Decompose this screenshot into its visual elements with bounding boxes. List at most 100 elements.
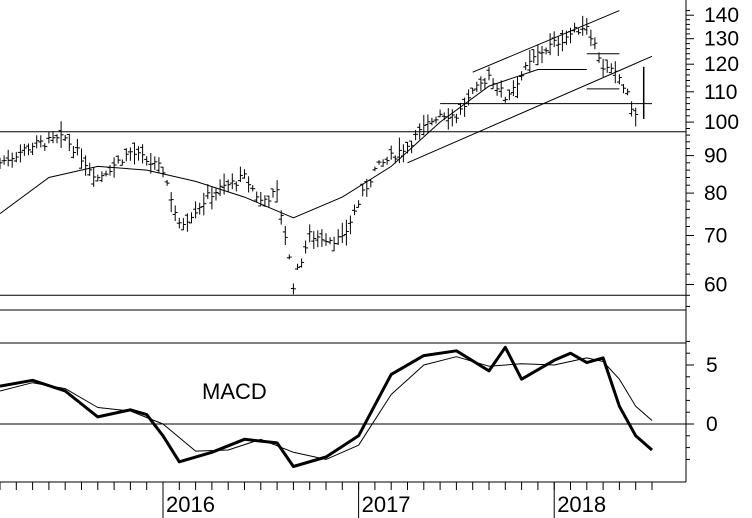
ohlc-bar-8 <box>30 142 36 155</box>
ohlc-bar-42 <box>168 192 174 213</box>
ohlc-bar-43 <box>172 205 178 222</box>
price-tick-label-60: 60 <box>704 274 727 297</box>
ohlc-bar-3 <box>9 152 15 168</box>
ohlc-bar-50 <box>201 192 207 216</box>
ohlc-bar-66 <box>266 195 272 208</box>
ohlc-bar-30 <box>119 159 125 166</box>
ohlc-bar-101 <box>409 140 415 154</box>
ohlc-bar-111 <box>449 109 455 127</box>
price-tick-label-90: 90 <box>704 145 727 168</box>
ohlc-bar-105 <box>425 114 431 133</box>
ohlc-bar-1 <box>1 155 7 165</box>
ohlc-bar-19 <box>74 138 80 156</box>
ohlc-bar-24 <box>95 174 101 182</box>
ohlc-bar-15 <box>58 121 64 148</box>
ohlc-bar-5 <box>17 144 23 163</box>
ohlc-bar-88 <box>356 200 362 208</box>
macd-series-signal <box>0 356 653 460</box>
ohlc-bar-125 <box>506 89 512 101</box>
price-panel <box>0 10 686 296</box>
ohlc-bar-79 <box>319 229 325 247</box>
ohlc-bar-23 <box>91 167 97 187</box>
ohlc-bar-46 <box>184 213 190 232</box>
ohlc-bar-60 <box>242 169 247 179</box>
trendline-0 <box>407 55 653 164</box>
ohlc-bar-14 <box>54 134 60 144</box>
ohlc-bar-39 <box>156 157 162 173</box>
year-label-2017: 2017 <box>362 492 411 517</box>
ohlc-bar-35 <box>140 144 146 164</box>
ohlc-bar-86 <box>347 215 353 235</box>
ohlc-bar-73 <box>295 263 300 270</box>
ohlc-bar-131 <box>531 49 537 63</box>
ohlc-bar-132 <box>535 44 541 66</box>
ohlc-bar-138 <box>559 30 565 52</box>
ohlc-bar-108 <box>437 109 443 118</box>
ohlc-bar-20 <box>79 148 84 169</box>
ohlc-bar-12 <box>46 132 52 144</box>
ohlc-bar-59 <box>237 166 243 182</box>
ohlc-bar-7 <box>26 143 31 156</box>
price-tick-label-110: 110 <box>704 81 737 104</box>
ohlc-bar-117 <box>474 81 480 92</box>
ohlc-bar-75 <box>303 240 309 254</box>
ohlc-bar-150 <box>608 63 614 74</box>
ohlc-bar-103 <box>417 123 423 140</box>
ohlc-bar-77 <box>311 231 317 249</box>
ohlc-bar-70 <box>282 226 288 245</box>
ohlc-bar-22 <box>87 162 93 176</box>
ohlc-bar-95 <box>384 156 390 165</box>
ohlc-bar-38 <box>152 156 158 170</box>
ohlc-bar-84 <box>339 222 345 244</box>
ohlc-bar-67 <box>270 188 276 198</box>
ohlc-bar-9 <box>34 135 40 149</box>
ohlc-bar-40 <box>160 166 166 178</box>
ohlc-bar-142 <box>576 28 582 35</box>
ohlc-bar-92 <box>372 166 378 172</box>
ohlc-bar-6 <box>21 143 27 156</box>
ohlc-bar-96 <box>388 145 394 160</box>
ohlc-bar-11 <box>42 143 48 151</box>
ohlc-bar-10 <box>38 135 44 148</box>
ohlc-bar-54 <box>217 179 223 196</box>
ohlc-bar-48 <box>193 201 199 219</box>
ohlc-bar-121 <box>490 78 496 90</box>
ohlc-bar-119 <box>482 77 488 89</box>
ohlc-bar-16 <box>62 134 68 141</box>
ohlc-bar-55 <box>221 173 227 195</box>
ohlc-bar-106 <box>429 117 435 126</box>
ohlc-bar-149 <box>604 59 610 73</box>
ohlc-bar-72 <box>290 283 296 295</box>
moving-average-line <box>0 69 587 219</box>
ohlc-bar-41 <box>164 179 170 186</box>
ohlc-bar-18 <box>70 146 76 159</box>
macd-tick-label-5: 5 <box>706 354 718 377</box>
ohlc-bar-146 <box>592 37 598 50</box>
ohlc-bar-74 <box>299 258 305 268</box>
ohlc-bar-29 <box>115 155 121 164</box>
ohlc-bar-33 <box>132 142 137 165</box>
ohlc-bar-31 <box>123 148 129 162</box>
ohlc-bar-94 <box>380 159 386 167</box>
ohlc-bar-124 <box>502 96 508 103</box>
ohlc-bar-34 <box>136 146 141 161</box>
ohlc-bar-137 <box>555 36 561 56</box>
year-label-2016: 2016 <box>166 492 215 517</box>
ohlc-bar-61 <box>246 176 252 193</box>
ohlc-bar-127 <box>515 76 520 99</box>
price-tick-label-70: 70 <box>704 225 727 248</box>
ohlc-bar-13 <box>50 131 56 144</box>
ohlc-bar-153 <box>621 84 626 94</box>
ohlc-bar-56 <box>225 179 231 192</box>
ohlc-bar-62 <box>250 185 256 192</box>
ohlc-bar-118 <box>478 76 484 92</box>
price-tick-label-80: 80 <box>704 182 727 205</box>
ohlc-bar-130 <box>527 49 533 73</box>
ohlc-bar-145 <box>588 29 594 47</box>
ohlc-bar-122 <box>494 83 500 96</box>
macd-title: MACD <box>202 379 267 404</box>
ohlc-bar-102 <box>413 130 419 141</box>
ohlc-bar-21 <box>83 155 89 176</box>
